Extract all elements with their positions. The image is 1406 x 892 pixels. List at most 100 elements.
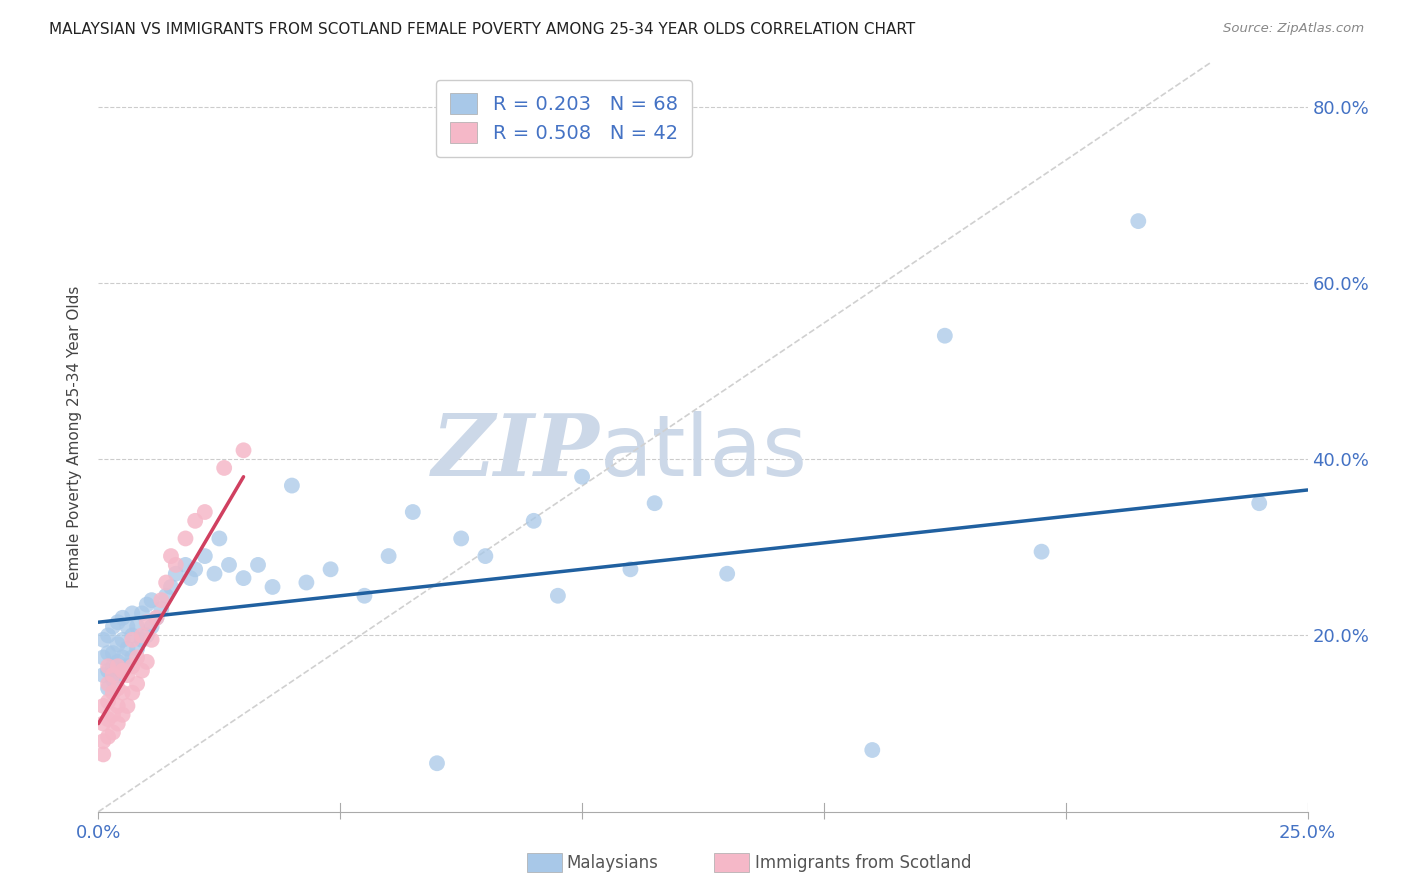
Point: [91, 632, 114, 647]
Point: [117, 641, 139, 656]
Point: [91, 716, 114, 731]
Point: [101, 686, 124, 700]
Point: [194, 549, 217, 563]
Point: [107, 698, 129, 713]
Point: [127, 619, 149, 633]
Point: [145, 611, 167, 625]
Point: [194, 505, 217, 519]
Point: [155, 589, 177, 603]
Point: [91, 650, 114, 665]
Point: [101, 646, 124, 660]
Point: [204, 566, 226, 581]
Point: [101, 668, 124, 682]
Point: [295, 575, 318, 590]
Point: [135, 598, 157, 612]
Point: [262, 580, 284, 594]
Point: [97, 730, 120, 744]
Text: ZIP: ZIP: [433, 410, 600, 494]
Point: [97, 664, 120, 678]
Point: [111, 707, 134, 722]
Point: [127, 677, 149, 691]
Point: [97, 659, 120, 673]
Point: [860, 743, 883, 757]
Point: [117, 668, 139, 682]
Point: [523, 514, 546, 528]
Point: [135, 615, 157, 630]
Point: [131, 632, 153, 647]
Point: [571, 469, 593, 483]
Text: atlas: atlas: [600, 410, 808, 493]
Point: [131, 607, 153, 621]
Point: [97, 694, 120, 708]
Point: [121, 632, 143, 647]
Point: [165, 558, 187, 572]
Point: [281, 478, 304, 492]
Point: [232, 571, 254, 585]
Point: [101, 707, 124, 722]
Point: [1128, 214, 1150, 228]
Point: [184, 514, 207, 528]
Point: [232, 443, 254, 458]
Point: [101, 725, 124, 739]
Point: [450, 532, 472, 546]
Point: [150, 602, 173, 616]
Point: [101, 659, 124, 673]
Point: [474, 549, 496, 563]
Point: [174, 532, 197, 546]
Point: [121, 686, 143, 700]
Point: [121, 628, 143, 642]
Point: [131, 628, 153, 642]
Text: Malaysians: Malaysians: [567, 854, 658, 871]
Point: [131, 664, 153, 678]
Text: Immigrants from Scotland: Immigrants from Scotland: [755, 854, 972, 871]
Y-axis label: Female Poverty Among 25-34 Year Olds: Female Poverty Among 25-34 Year Olds: [67, 286, 83, 588]
Point: [208, 532, 231, 546]
Point: [101, 619, 124, 633]
Point: [150, 593, 173, 607]
Point: [619, 562, 641, 576]
Point: [111, 650, 134, 665]
Point: [141, 619, 163, 633]
Point: [184, 562, 207, 576]
Point: [547, 589, 569, 603]
Point: [111, 611, 134, 625]
Point: [107, 637, 129, 651]
Point: [91, 747, 114, 762]
Point: [111, 664, 134, 678]
Text: MALAYSIAN VS IMMIGRANTS FROM SCOTLAND FEMALE POVERTY AMONG 25-34 YEAR OLDS CORRE: MALAYSIAN VS IMMIGRANTS FROM SCOTLAND FE…: [49, 22, 915, 37]
Point: [145, 611, 167, 625]
Point: [107, 668, 129, 682]
Point: [426, 756, 449, 771]
Point: [160, 549, 183, 563]
Point: [121, 607, 143, 621]
Point: [212, 461, 235, 475]
Point: [111, 664, 134, 678]
Point: [135, 628, 157, 642]
Point: [353, 589, 375, 603]
Point: [934, 328, 956, 343]
Point: [107, 615, 129, 630]
Point: [160, 580, 183, 594]
Point: [165, 566, 187, 581]
Point: [101, 673, 124, 687]
Point: [117, 698, 139, 713]
Point: [111, 632, 134, 647]
Point: [1249, 496, 1271, 510]
Point: [402, 505, 425, 519]
Point: [97, 628, 120, 642]
Point: [218, 558, 240, 572]
Point: [107, 655, 129, 669]
Point: [127, 641, 149, 656]
Point: [121, 650, 143, 665]
Point: [174, 558, 197, 572]
Point: [179, 571, 201, 585]
Point: [117, 659, 139, 673]
Point: [97, 646, 120, 660]
Text: Source: ZipAtlas.com: Source: ZipAtlas.com: [1223, 22, 1364, 36]
Point: [91, 698, 114, 713]
Point: [121, 659, 143, 673]
Point: [141, 593, 163, 607]
Point: [377, 549, 399, 563]
Point: [141, 632, 163, 647]
Point: [644, 496, 666, 510]
